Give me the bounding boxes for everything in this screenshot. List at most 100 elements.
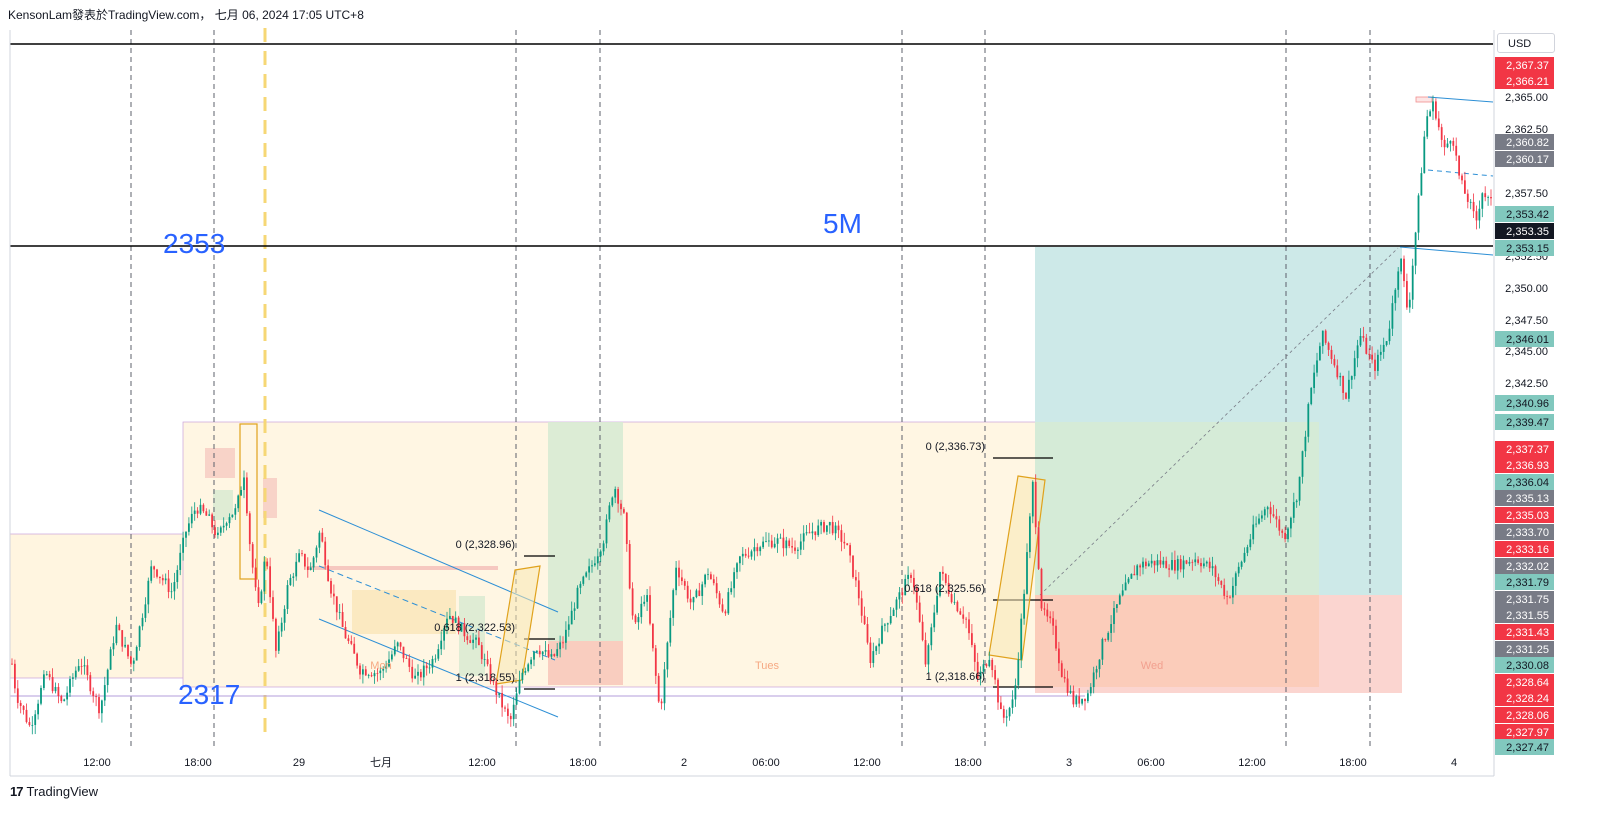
candle-body xyxy=(437,649,440,659)
price-badge-bg xyxy=(1495,607,1554,623)
candle-423 xyxy=(1237,562,1240,577)
candle-body xyxy=(1443,139,1446,148)
candle-body xyxy=(1176,559,1179,571)
candle-body xyxy=(1029,516,1031,553)
candle-271 xyxy=(797,547,799,560)
candle-body xyxy=(228,517,231,524)
candle-237 xyxy=(698,582,701,597)
candle-body xyxy=(1368,353,1371,355)
price-badge-value: 2,339.47 xyxy=(1506,417,1549,429)
candle-body xyxy=(1269,507,1272,515)
candle-body xyxy=(524,671,527,673)
candle-body xyxy=(391,654,393,660)
candle-body xyxy=(43,674,45,688)
candle-174 xyxy=(515,687,518,706)
candle-body xyxy=(1333,359,1336,366)
candle-123 xyxy=(367,673,370,679)
candle-197 xyxy=(582,575,585,586)
time-tick-7: 06:00 xyxy=(752,757,780,769)
candle-490 xyxy=(1432,95,1434,121)
candle-body xyxy=(1194,559,1197,563)
time-tick-5: 18:00 xyxy=(569,757,597,769)
candle-278 xyxy=(817,519,820,537)
candle-64 xyxy=(196,507,199,519)
candle-body xyxy=(130,656,132,664)
candle-body xyxy=(1359,336,1362,346)
candle-body xyxy=(1435,101,1437,119)
price-badge-value: 2,331.75 xyxy=(1506,594,1549,606)
candle-body xyxy=(11,663,13,665)
candle-body xyxy=(347,638,350,642)
candle-176 xyxy=(521,668,524,684)
candle-114 xyxy=(341,603,344,628)
candle-161 xyxy=(478,630,480,646)
candle-body xyxy=(1234,573,1237,586)
currency-selector[interactable]: USD xyxy=(1497,33,1555,53)
candle-body xyxy=(1478,208,1481,221)
candle-body xyxy=(1232,585,1234,598)
candle-436 xyxy=(1275,508,1278,528)
candle-body xyxy=(275,618,277,651)
candle-369 xyxy=(1081,698,1083,706)
candle-26 xyxy=(86,659,89,681)
candle-350 xyxy=(1026,543,1028,595)
price-badge-21: 2,331.43 xyxy=(1495,624,1554,640)
candle-409 xyxy=(1197,556,1199,565)
candle-body xyxy=(211,514,213,528)
candle-body xyxy=(1379,351,1382,355)
top-trend-line xyxy=(1399,246,1494,256)
brand-name: TradingView xyxy=(26,784,99,799)
candle-body xyxy=(25,709,28,723)
candle-body xyxy=(95,696,97,698)
candle-body xyxy=(681,577,683,582)
candle-248 xyxy=(730,581,733,595)
candle-body xyxy=(1295,500,1298,503)
candle-99 xyxy=(298,549,300,563)
candle-body xyxy=(884,624,886,626)
candle-259 xyxy=(762,536,764,549)
candle-body xyxy=(1159,560,1162,565)
candle-80 xyxy=(243,470,245,499)
candle-body xyxy=(1258,518,1260,524)
candle-body xyxy=(420,671,422,678)
candle-body xyxy=(892,609,895,616)
candle-72 xyxy=(219,525,222,536)
timeframe-label: 5M xyxy=(823,208,862,239)
candle-173 xyxy=(512,696,515,727)
candle-body xyxy=(460,623,463,632)
candle-body xyxy=(770,540,773,548)
channel-lower-line xyxy=(318,618,559,718)
candle-474 xyxy=(1385,341,1388,347)
candle-168 xyxy=(498,693,501,698)
candle-body xyxy=(106,669,109,686)
candle-251 xyxy=(739,555,741,572)
candle-body xyxy=(57,686,60,697)
candle-body xyxy=(950,594,953,603)
candle-body xyxy=(28,722,31,726)
candle-282 xyxy=(828,521,831,534)
candle-body xyxy=(1324,330,1327,343)
candle-body xyxy=(54,686,57,692)
candle-body xyxy=(298,553,300,562)
candle-44 xyxy=(138,625,141,651)
candle-294 xyxy=(863,606,866,625)
candle-body xyxy=(727,592,730,614)
candle-body xyxy=(654,648,657,676)
candle-56 xyxy=(173,572,176,600)
candle-body xyxy=(1075,696,1078,705)
candle-82 xyxy=(248,511,251,552)
candle-347 xyxy=(1017,652,1020,690)
candle-444 xyxy=(1298,476,1301,506)
candle-284 xyxy=(834,522,837,541)
candle-body xyxy=(660,701,663,704)
candle-354 xyxy=(1037,521,1040,570)
candle-407 xyxy=(1191,559,1194,571)
candle-body xyxy=(1179,559,1182,570)
candle-body xyxy=(1272,514,1275,517)
candle-body xyxy=(1011,699,1014,708)
price-badge-value: 2,331.43 xyxy=(1506,627,1549,639)
candle-body xyxy=(860,598,863,616)
candle-59 xyxy=(182,531,184,561)
candle-397 xyxy=(1162,556,1165,568)
